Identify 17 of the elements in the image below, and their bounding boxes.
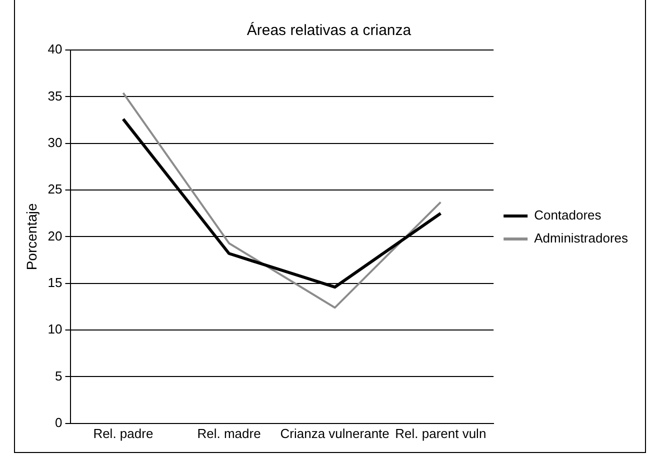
y-tick-label: 25	[48, 182, 62, 197]
y-tick-label: 15	[48, 274, 62, 290]
y-tick-label: 20	[48, 228, 62, 244]
chart-title: Áreas relativas a crianza	[246, 21, 412, 40]
x-tick-label: Rel. parent vuln	[395, 426, 486, 441]
x-tick-label: Rel. padre	[93, 426, 154, 441]
y-tick-label: 5	[55, 368, 62, 384]
y-tick-label: 40	[48, 42, 62, 57]
legend-label: Contadores	[534, 208, 602, 223]
y-axis-title: Porcentaje	[23, 203, 40, 270]
y-tick-label: 10	[48, 322, 62, 337]
x-tick-label: Rel. madre	[197, 426, 261, 441]
y-tick-label: 0	[55, 414, 62, 430]
y-tick-label: 30	[48, 134, 62, 150]
legend-label: Administradores	[534, 230, 628, 246]
x-tick-label: Crianza vulnerante	[280, 426, 390, 441]
y-tick-label: 35	[48, 88, 62, 104]
